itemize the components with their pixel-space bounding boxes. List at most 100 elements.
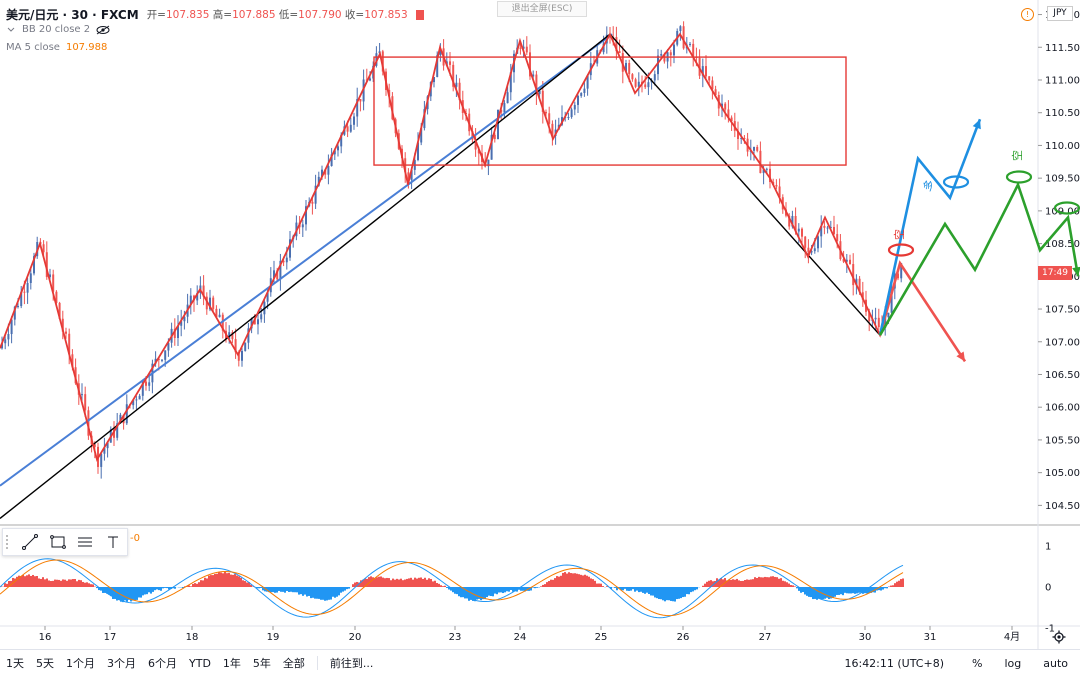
low-label: 低= [279,9,298,21]
macd-histogram-bar [392,579,394,587]
macd-histogram-bar [438,584,440,587]
macd-histogram-bar [632,587,634,589]
macd-histogram-bar [30,576,32,587]
macd-histogram-bar [290,587,292,592]
candle-body [503,103,505,112]
rectangle-icon[interactable] [44,530,72,554]
percent-toggle[interactable]: % [966,657,988,670]
range-ytd[interactable]: YTD [183,657,217,670]
macd-histogram-bar [570,573,572,587]
macd-histogram-bar [544,584,546,587]
macd-histogram-bar [762,577,764,587]
macd-histogram-bar [586,576,588,587]
macd-histogram-bar [496,587,498,594]
macd-histogram-bar [694,587,696,590]
text-icon[interactable] [99,530,127,554]
candle-body [100,454,102,467]
macd-histogram-bar [850,587,852,593]
candle-body [135,399,137,400]
macd-histogram-bar [836,587,838,595]
macd-histogram-bar [230,575,232,587]
flag-icon[interactable] [416,10,424,20]
drag-handle-icon[interactable] [6,535,16,549]
macd-histogram-bar [766,577,768,587]
macd-histogram-bar [200,580,202,587]
macd-histogram-bar [150,587,152,594]
macd-histogram-bar [410,578,412,587]
macd-histogram-bar [88,583,90,587]
clock[interactable]: 16:42:11 (UTC+8) [844,657,944,670]
drawing-toolbox[interactable] [2,528,128,556]
macd-histogram-bar [880,587,882,590]
macd-histogram-bar [352,584,354,587]
macd-histogram-bar [564,572,566,587]
auto-toggle[interactable]: auto [1037,657,1074,670]
fib-icon[interactable] [71,530,99,554]
macd-histogram-bar [148,587,150,592]
range-5d[interactable]: 5天 [30,655,60,671]
price-tick-label: 110.000 [1045,141,1080,152]
range-6m[interactable]: 6个月 [142,655,183,671]
price-tick-label: 105.500 [1045,435,1080,446]
exit-fullscreen-button[interactable]: 退出全屏(ESC) [497,1,587,17]
macd-histogram-bar [46,579,48,587]
macd-histogram-bar [296,587,298,592]
macd-histogram-bar [824,587,826,599]
macd-histogram-bar [706,582,708,587]
macd-histogram-bar [508,587,510,592]
macd-histogram-bar [246,583,248,587]
symbol-title[interactable]: 美元/日元 · 30 · FXCM [6,6,139,23]
range-1d[interactable]: 1天 [0,655,30,671]
collapse-icon[interactable] [6,25,16,35]
macd-tick-label: 0 [1045,583,1051,594]
macd-histogram-bar [258,587,260,588]
alert-icon[interactable]: ! [1021,8,1034,21]
macd-histogram-bar [740,581,742,587]
candle-body [875,318,877,320]
macd-histogram-bar [412,580,414,587]
indicator-ma[interactable]: MA 5 close 107.988 [6,42,107,53]
macd-histogram-bar [654,587,656,597]
macd-histogram-bar [704,584,706,587]
macd-histogram-bar [192,584,194,587]
goto-button[interactable]: 前往到... [324,655,380,671]
candle-body [574,105,576,110]
range-all[interactable]: 全部 [277,655,311,671]
candle-body [369,78,371,80]
candle-body [164,350,166,359]
macd-histogram-bar [708,581,710,587]
gear-icon[interactable] [1052,630,1066,644]
price-tick-label: 107.500 [1045,305,1080,316]
macd-histogram-bar [374,578,376,587]
macd-histogram-bar [672,587,674,601]
eye-icon[interactable] [96,25,110,35]
log-toggle[interactable]: log [998,657,1027,670]
trendline-icon[interactable] [16,530,44,554]
candle-body [350,125,352,132]
time-tick-label: 19 [267,632,280,643]
range-1m[interactable]: 1个月 [60,655,101,671]
indicator-bb[interactable]: BB 20 close 2 [6,24,110,35]
open-value: 107.835 [166,9,209,21]
short-marker [889,245,913,256]
currency-badge[interactable]: JPY [1047,6,1073,21]
macd-histogram-bar [696,587,698,589]
macd-histogram-bar [660,587,662,599]
candle-body [148,382,150,385]
macd-histogram-bar [862,587,864,594]
macd-histogram-bar [426,580,428,587]
range-5y[interactable]: 5年 [247,655,277,671]
macd-histogram-bar [270,587,272,592]
high-label: 高= [213,9,232,21]
range-1y[interactable]: 1年 [217,655,247,671]
macd-histogram-bar [624,587,626,589]
macd-histogram-bar [898,581,900,587]
range-3m[interactable]: 3个月 [101,655,142,671]
macd-histogram-bar [584,575,586,587]
macd-histogram-bar [756,578,758,587]
macd-histogram-bar [858,587,860,593]
macd-histogram-bar [234,574,236,587]
macd-histogram-bar [678,587,680,599]
